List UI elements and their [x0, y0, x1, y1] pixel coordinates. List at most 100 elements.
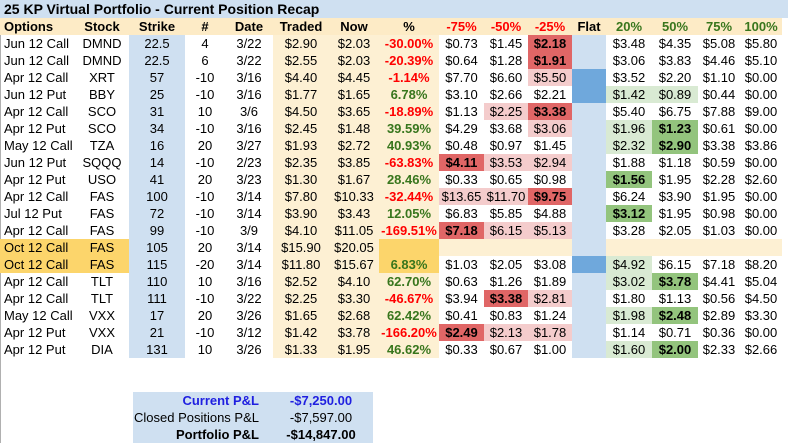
cell-traded: $1.77 [273, 86, 329, 103]
cell-date: 3/14 [236, 189, 262, 204]
cell-now: $1.65 [329, 86, 379, 103]
cell-m75: $0.73 [445, 36, 478, 51]
cell-p75: $5.08 [702, 36, 736, 51]
cell-pct: -30.00% [379, 35, 439, 52]
cell-stock: DIA [91, 342, 113, 357]
cell-pct: 6.83% [379, 256, 439, 273]
cell-traded: $1.93 [273, 137, 329, 154]
cell-strike: 115 [129, 256, 185, 273]
portfolio-pnl-label: Portfolio P&L [175, 427, 259, 442]
cell-m25: $1.45 [533, 138, 567, 153]
cell-traded: $1.42 [273, 324, 329, 341]
position-row: Oct 12 Call FAS 115 -20 3/14 $11.80 $15.67 6.83… [0, 256, 782, 273]
cell-m50: $2.66 [489, 87, 523, 102]
header-strike: Strike [129, 18, 185, 35]
cell-p20: $1.42 [606, 86, 652, 103]
cell-p50: $4.35 [658, 36, 692, 51]
cell-pct: 6.78% [379, 86, 439, 103]
cell-pct: -18.89% [379, 103, 439, 120]
cell-m25: $1.00 [533, 342, 567, 357]
cell-qty: 20 [197, 308, 213, 323]
cell-strike: 100 [129, 188, 185, 205]
cell-p75: $0.59 [702, 155, 736, 170]
cell-stock: FAS [89, 206, 115, 221]
cell-stock: TZA [89, 138, 115, 153]
cell-option: Oct 12 Call [0, 256, 75, 273]
cell-strike: 16 [129, 137, 185, 154]
cell-m75: $4.29 [445, 121, 478, 136]
cell-option: May 12 Call [4, 308, 73, 323]
header-p50: 50% [652, 18, 698, 35]
cell-p20: $2.32 [606, 137, 652, 154]
position-row: Apr 12 Call TLT 111 -10 3/22 $2.25 $3.30 -46.67… [0, 290, 782, 307]
cell-m50: $6.60 [489, 70, 523, 85]
cell-p20: $1.98 [606, 307, 652, 324]
cell-pct: -63.83% [379, 154, 439, 171]
cell-m75: $4.11 [439, 154, 484, 171]
sheet-left-border [0, 0, 1, 443]
header-qty: # [185, 18, 225, 35]
cell-pct: 62.70% [379, 273, 439, 290]
cell-flat [572, 103, 606, 120]
closed-pnl-value: -$7,597.00 [289, 410, 353, 425]
cell-now: $2.03 [329, 35, 379, 52]
cell-p20: $3.28 [612, 223, 646, 238]
cell-m50: $1.26 [489, 274, 523, 289]
cell-stock: FAS [75, 256, 129, 273]
cell-p20: $3.48 [612, 36, 646, 51]
cell-p20: $1.88 [612, 155, 646, 170]
cell-qty: 20 [197, 240, 213, 255]
cell-traded: $2.25 [273, 290, 329, 307]
cell-flat [572, 86, 606, 103]
cell-traded: $1.33 [273, 341, 329, 358]
cell-p75: $4.46 [702, 53, 736, 68]
header-pct: % [379, 18, 439, 35]
cell-traded: $3.90 [273, 205, 329, 222]
position-row: Apr 12 Call FAS 99 -10 3/9 $4.10 $11.05 -169.51… [0, 222, 782, 239]
cell-now: $3.30 [329, 290, 379, 307]
cell-p20: $1.96 [606, 120, 652, 137]
cell-strike: 72 [129, 205, 185, 222]
cell-p75: $2.33 [702, 342, 736, 357]
header-p75: 75% [698, 18, 740, 35]
cell-traded: $4.50 [273, 103, 329, 120]
cell-p75: $1.95 [702, 189, 736, 204]
cell-p100 [740, 239, 782, 256]
cell-pct: 62.42% [379, 307, 439, 324]
cell-m50: $0.83 [489, 308, 523, 323]
cell-qty: 20 [197, 138, 213, 153]
cell-option: Apr 12 Call [4, 70, 69, 85]
cell-m25: $2.21 [533, 87, 567, 102]
cell-flat [572, 324, 606, 341]
cell-now: $1.67 [329, 171, 379, 188]
position-row: Apr 12 Put VXX 21 -10 3/12 $1.42 $3.78 -166.20%… [0, 324, 782, 341]
cell-p20: $6.24 [612, 189, 646, 204]
cell-p50: $6.15 [658, 257, 692, 272]
cell-m50: $0.97 [489, 138, 523, 153]
cell-p50: $2.00 [652, 341, 698, 358]
cell-stock: FAS [89, 189, 115, 204]
cell-traded: $4.40 [273, 69, 329, 86]
cell-p50: $3.78 [652, 273, 698, 290]
cell-flat [572, 69, 606, 86]
cell-date: 2/23 [236, 155, 262, 170]
portfolio-pnl-value: -$14,847.00 [286, 427, 356, 442]
cell-m75: $13.65 [439, 188, 484, 205]
cell-flat [572, 52, 606, 69]
current-pnl-row: Current P&L -$7,250.00 [133, 392, 373, 409]
cell-p100: $0.00 [744, 223, 778, 238]
position-row: Apr 12 Call XRT 57 -10 3/16 $4.40 $4.45 -1.14% $… [0, 69, 782, 86]
position-row: Jun 12 Call DMND 22.5 4 3/22 $2.90 $2.03 -30.00… [0, 35, 782, 52]
cell-pct: -1.14% [379, 69, 439, 86]
cell-m50: $3.53 [484, 154, 528, 171]
cell-date: 3/16 [236, 70, 262, 85]
cell-m25: $3.06 [528, 120, 572, 137]
header-row: Options Stock Strike # Date Traded Now% -75% -50… [0, 18, 782, 35]
position-row: Oct 12 Call FAS 105 20 3/14 $15.90 $20.05 [0, 239, 782, 256]
cell-p100: $0.00 [744, 70, 778, 85]
cell-m50: $1.45 [489, 36, 523, 51]
position-row: Apr 12 Call TLT 110 10 3/16 $2.52 $4.10 62.70% $… [0, 273, 782, 290]
cell-p75: $0.36 [702, 325, 736, 340]
cell-m75: $6.83 [445, 206, 478, 221]
cell-stock: SCO [87, 121, 117, 136]
